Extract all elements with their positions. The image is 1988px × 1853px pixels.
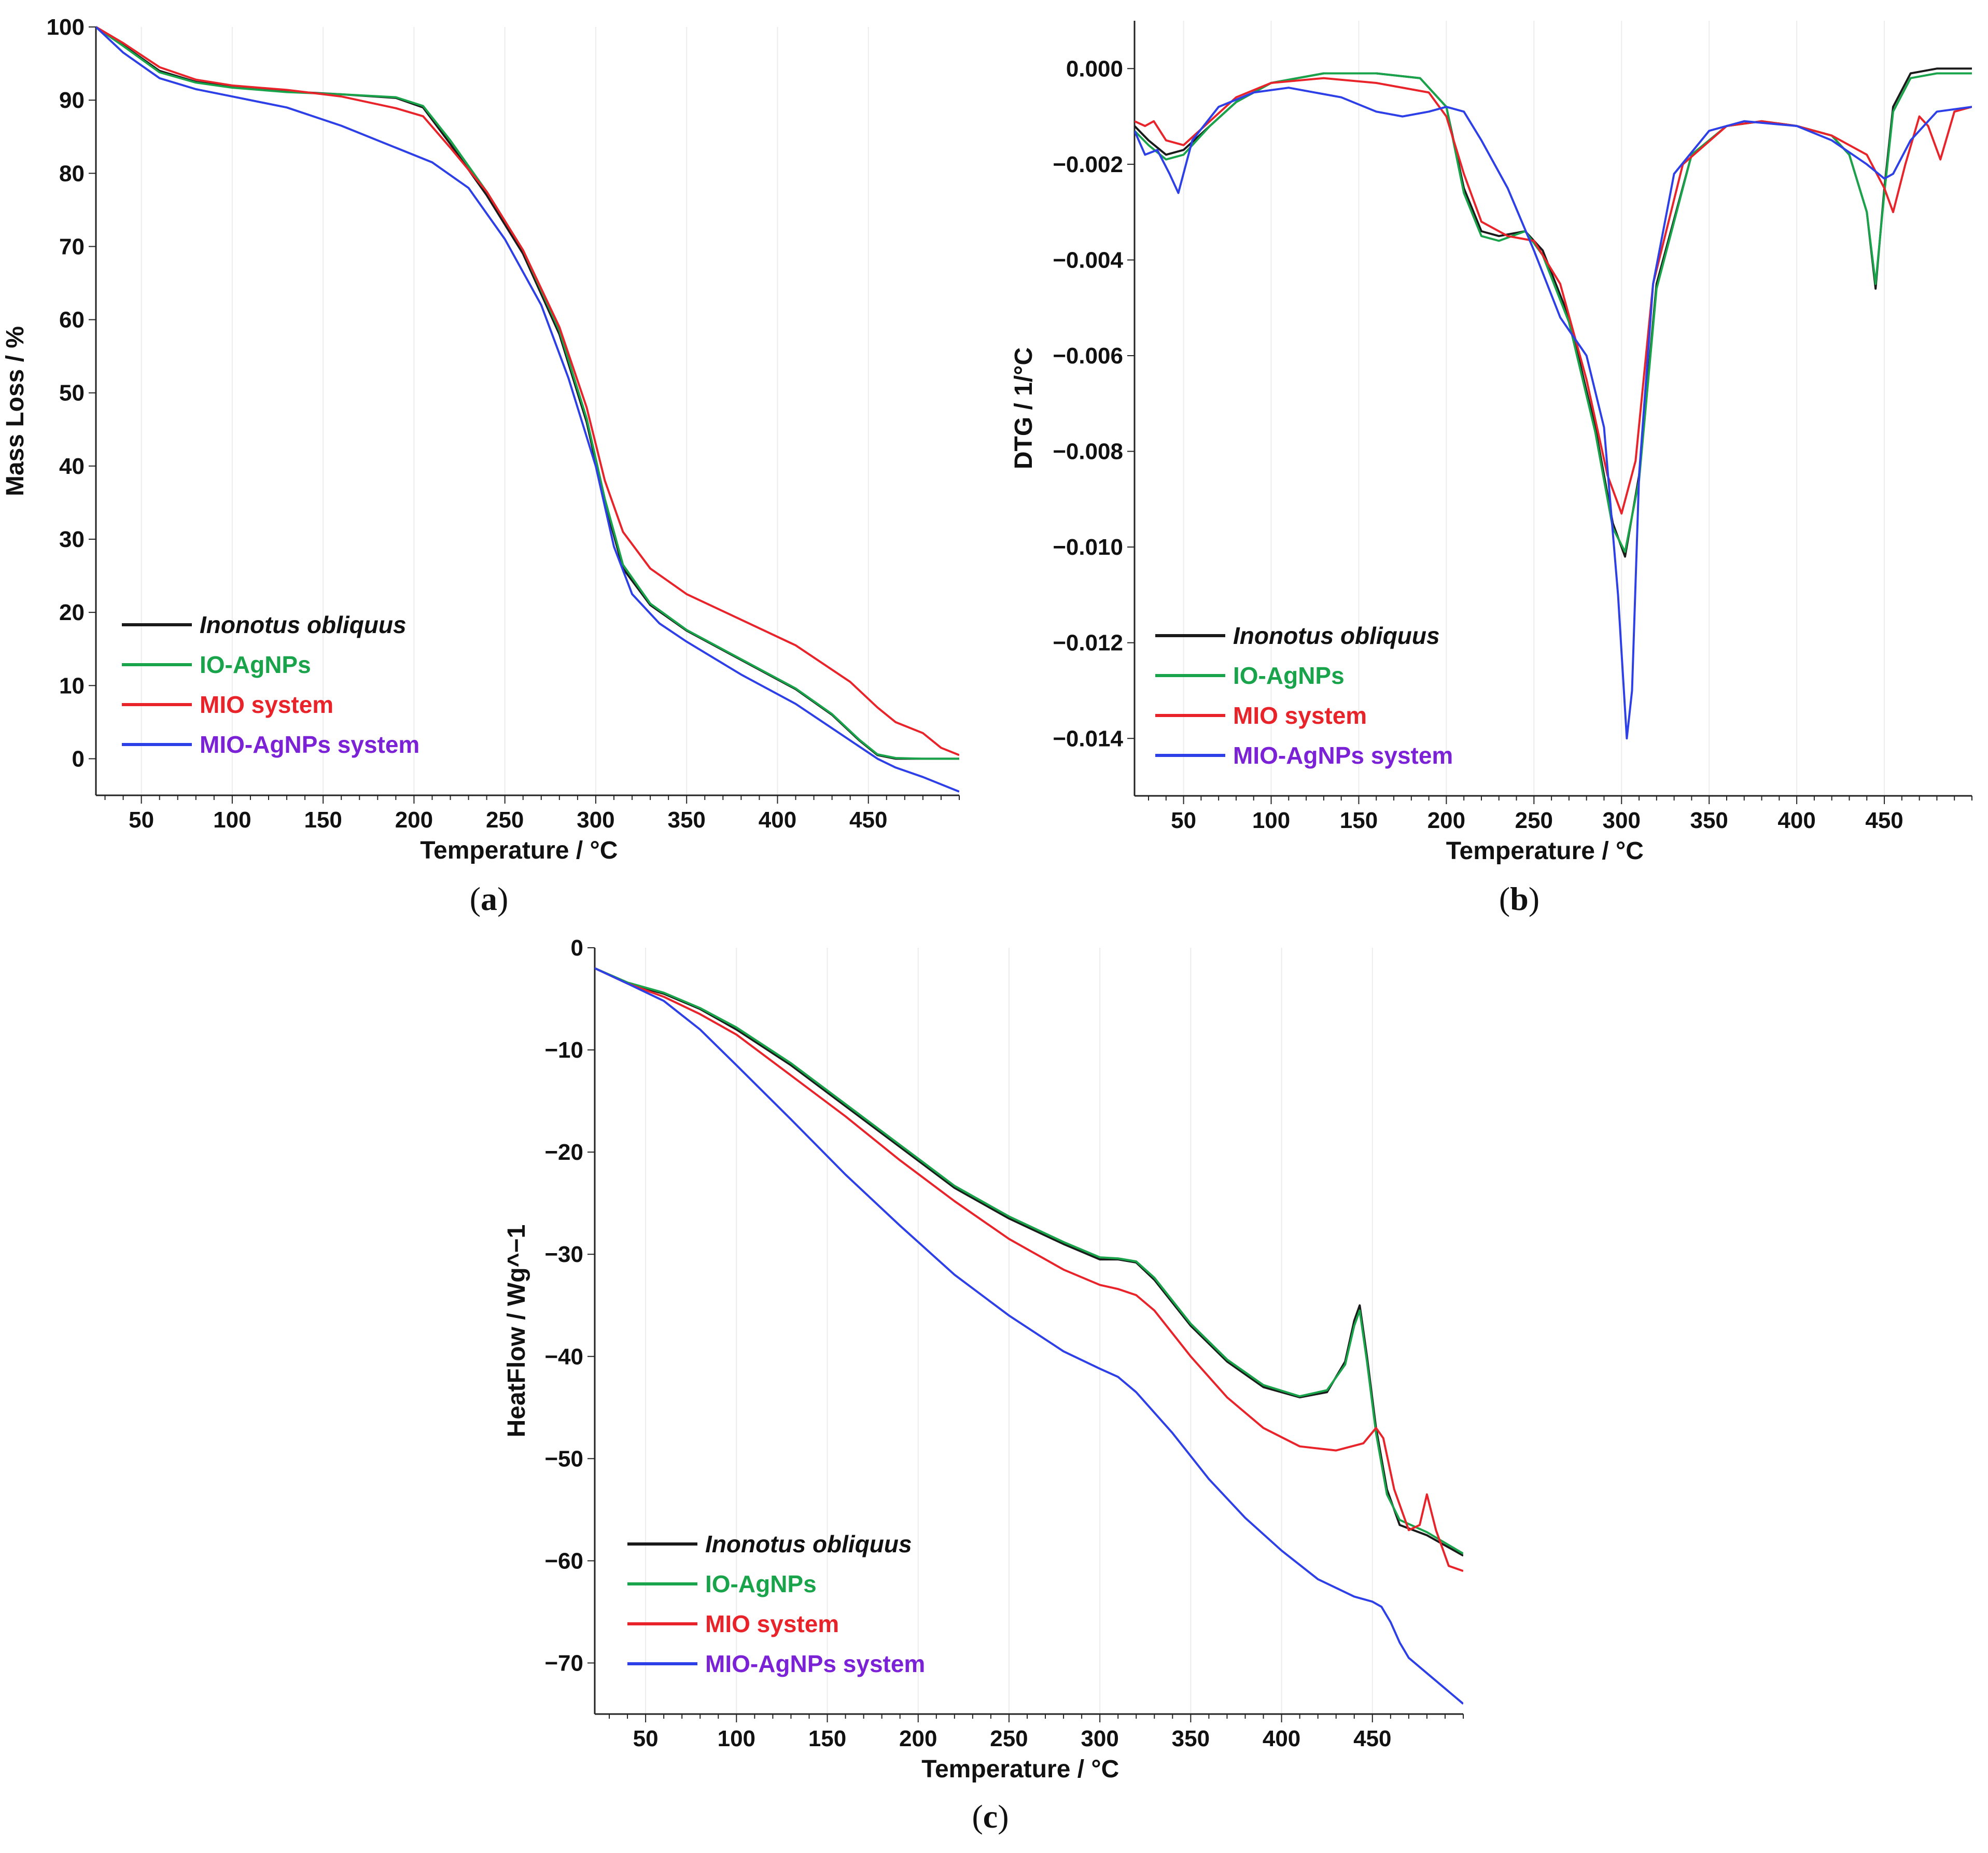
y-tick-label: 30 <box>59 527 85 552</box>
x-tick-label: 100 <box>718 1726 755 1751</box>
y-tick-label: 40 <box>59 454 85 479</box>
legend-label: MIO-AgNPs system <box>1233 742 1453 769</box>
legend-label: Inonotus obliquus <box>1233 622 1440 649</box>
legend: Inonotus obliquus IO-AgNPs MIO system MIO-A… <box>122 611 419 758</box>
y-tick-label: −0.008 <box>1053 439 1123 465</box>
x-axis-title: Temperature / °C <box>921 1756 1119 1783</box>
x-tick-label: 450 <box>849 807 887 833</box>
legend-label: IO-AgNPs <box>200 651 311 678</box>
series-line-io-agnps <box>1135 72 1972 553</box>
series-line-io-agnps <box>595 967 1463 1555</box>
panel-caption: (a) <box>470 880 509 917</box>
series-line-mio <box>1135 77 1972 515</box>
legend-label: MIO-AgNPs system <box>705 1650 925 1677</box>
panel-caption: (c) <box>972 1798 1009 1835</box>
x-tick-label: 350 <box>667 807 705 833</box>
legend-label: IO-AgNPs <box>705 1570 817 1597</box>
y-tick-label: −20 <box>544 1140 583 1165</box>
x-tick-label: 200 <box>899 1726 937 1751</box>
y-tick-label: 0 <box>72 746 85 771</box>
y-tick-label: −70 <box>544 1650 583 1676</box>
y-tick-label: 70 <box>59 234 85 259</box>
y-tick-label: 100 <box>47 15 85 40</box>
legend-label: Inonotus obliquus <box>200 611 407 638</box>
x-tick-label: 350 <box>1172 1726 1210 1751</box>
x-tick-label: 200 <box>1427 808 1465 833</box>
legend-label: Inonotus obliquus <box>705 1531 912 1557</box>
x-tick-label: 100 <box>213 807 251 833</box>
legend: Inonotus obliquus IO-AgNPs MIO system MIO-A… <box>1155 622 1453 769</box>
series-line-inonotus <box>96 26 959 760</box>
y-tick-label: 0 <box>571 935 583 961</box>
y-tick-label: −0.002 <box>1053 152 1123 177</box>
y-tick-label: 10 <box>59 673 85 698</box>
panel-b-dtg-chart: 50 100 150 200 250 300 350 400 450 0.000 −0.002 −0.… <box>1010 21 1972 917</box>
x-tick-label: 300 <box>577 807 614 833</box>
series-line-mio-agnps <box>1135 87 1972 740</box>
series-line-io-agnps <box>96 26 959 760</box>
y-tick-label: −0.006 <box>1053 343 1123 369</box>
x-tick-label: 50 <box>129 807 154 833</box>
x-tick-label: 150 <box>304 807 342 833</box>
y-axis-title: Mass Loss / % <box>2 326 29 496</box>
y-tick-label: −10 <box>544 1037 583 1063</box>
x-tick-label: 300 <box>1603 808 1641 833</box>
x-tick-label: 250 <box>1515 808 1553 833</box>
y-tick-label: −0.012 <box>1053 630 1123 656</box>
legend-label: MIO system <box>705 1610 839 1637</box>
y-tick-label: 80 <box>59 161 85 186</box>
panel-c-heatflow-chart: 50 100 150 200 250 300 350 400 450 0 −10 −20 −30 −40 −… <box>503 935 1464 1835</box>
panel-a-mass-loss-chart: 50 100 150 200 250 300 350 400 450 0 10 20 30 40 50 60 7… <box>2 15 960 917</box>
series-line-mio-agnps <box>96 26 959 793</box>
legend-label: MIO-AgNPs system <box>200 731 419 758</box>
y-tick-label: −30 <box>544 1242 583 1267</box>
x-tick-label: 400 <box>1263 1726 1300 1751</box>
y-tick-label: −0.014 <box>1053 726 1123 751</box>
x-tick-label: 50 <box>633 1726 659 1751</box>
panel-caption: (b) <box>1499 880 1539 917</box>
x-tick-label: 150 <box>808 1726 846 1751</box>
series-line-inonotus <box>595 967 1463 1557</box>
legend-label: IO-AgNPs <box>1233 662 1345 689</box>
x-tick-label: 450 <box>1865 808 1903 833</box>
y-tick-label: −50 <box>544 1446 583 1471</box>
y-axis-title: HeatFlow / Wg^−1 <box>503 1225 530 1438</box>
y-tick-label: 90 <box>59 88 85 113</box>
y-tick-label: −60 <box>544 1548 583 1574</box>
legend: Inonotus obliquus IO-AgNPs MIO system MIO-A… <box>627 1531 925 1677</box>
series-line-inonotus <box>1135 67 1972 558</box>
y-tick-label: 50 <box>59 381 85 406</box>
legend-label: MIO system <box>1233 702 1367 729</box>
series-line-mio <box>96 26 959 756</box>
x-tick-label: 400 <box>1777 808 1815 833</box>
x-tick-label: 200 <box>395 807 433 833</box>
x-axis-title: Temperature / °C <box>1446 837 1644 865</box>
y-tick-label: −40 <box>544 1344 583 1369</box>
x-axis-title: Temperature / °C <box>420 837 618 864</box>
x-tick-label: 100 <box>1252 808 1290 833</box>
y-tick-label: 60 <box>59 307 85 333</box>
series-line-mio <box>595 967 1463 1572</box>
x-tick-label: 150 <box>1340 808 1378 833</box>
x-tick-label: 400 <box>759 807 796 833</box>
y-tick-label: −0.004 <box>1053 247 1123 273</box>
x-tick-label: 300 <box>1081 1726 1118 1751</box>
series-line-mio-agnps <box>595 967 1463 1705</box>
x-tick-label: 250 <box>486 807 524 833</box>
x-tick-label: 250 <box>990 1726 1028 1751</box>
y-axis-title: DTG / 1/°C <box>1010 347 1038 469</box>
x-tick-label: 350 <box>1690 808 1728 833</box>
x-tick-label: 50 <box>1171 808 1196 833</box>
y-tick-label: −0.010 <box>1053 535 1123 560</box>
legend-label: MIO system <box>200 691 333 718</box>
y-tick-label: 0.000 <box>1066 56 1123 81</box>
x-tick-label: 450 <box>1353 1726 1391 1751</box>
y-tick-label: 20 <box>59 600 85 625</box>
